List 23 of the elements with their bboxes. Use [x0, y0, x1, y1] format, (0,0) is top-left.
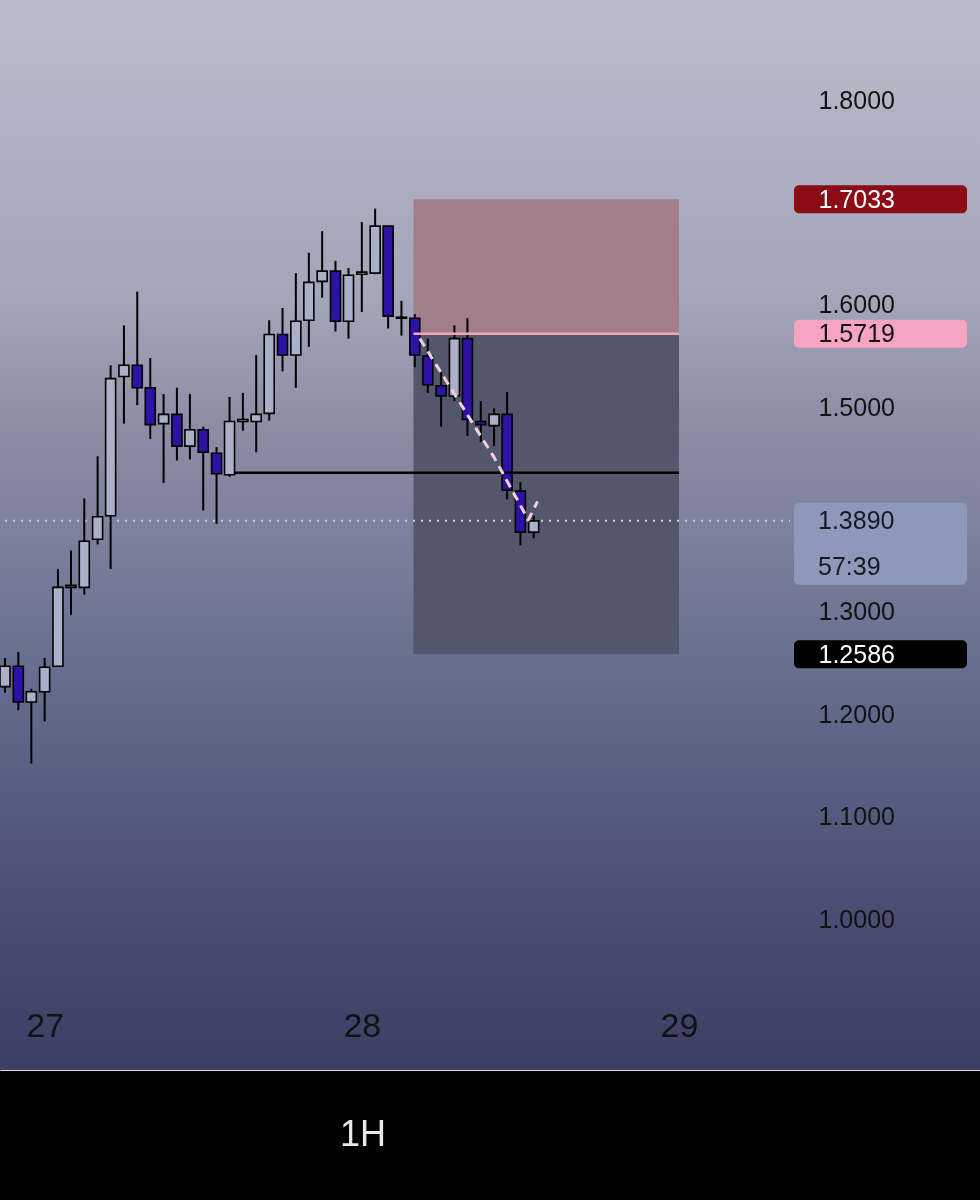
- x-tick-label: 27: [26, 1005, 65, 1044]
- y-tick-label: 1.0000: [818, 904, 895, 933]
- text: 1H: [339, 1113, 387, 1154]
- candlestick: [210, 446, 223, 525]
- y-tick-label: 1.1000: [818, 802, 895, 831]
- y-tick-label: 1.3000: [818, 597, 895, 626]
- x-tick-label: 28: [343, 1005, 382, 1044]
- candlestick: [316, 230, 328, 299]
- y-tick-label: 1.2586: [818, 639, 895, 668]
- candlestick: [0, 657, 11, 694]
- y-tick-label: 1.2000: [818, 699, 895, 728]
- candlestick: [25, 687, 38, 765]
- ref-line-label: 1.3890 57:39: [818, 505, 895, 580]
- candlestick: [91, 455, 104, 546]
- candlestick: [276, 306, 289, 373]
- y-tick-label: 1.5000: [818, 392, 895, 421]
- y-tick-label: 1.5719: [818, 319, 895, 348]
- candlestick: [395, 299, 408, 337]
- x-tick-label: 29: [660, 1005, 699, 1044]
- candlestick: [527, 514, 540, 540]
- y-tick-label: 1.7033: [818, 184, 895, 213]
- y-tick-label: 1.6000: [818, 290, 895, 319]
- y-tick-label: 1.8000: [818, 85, 895, 114]
